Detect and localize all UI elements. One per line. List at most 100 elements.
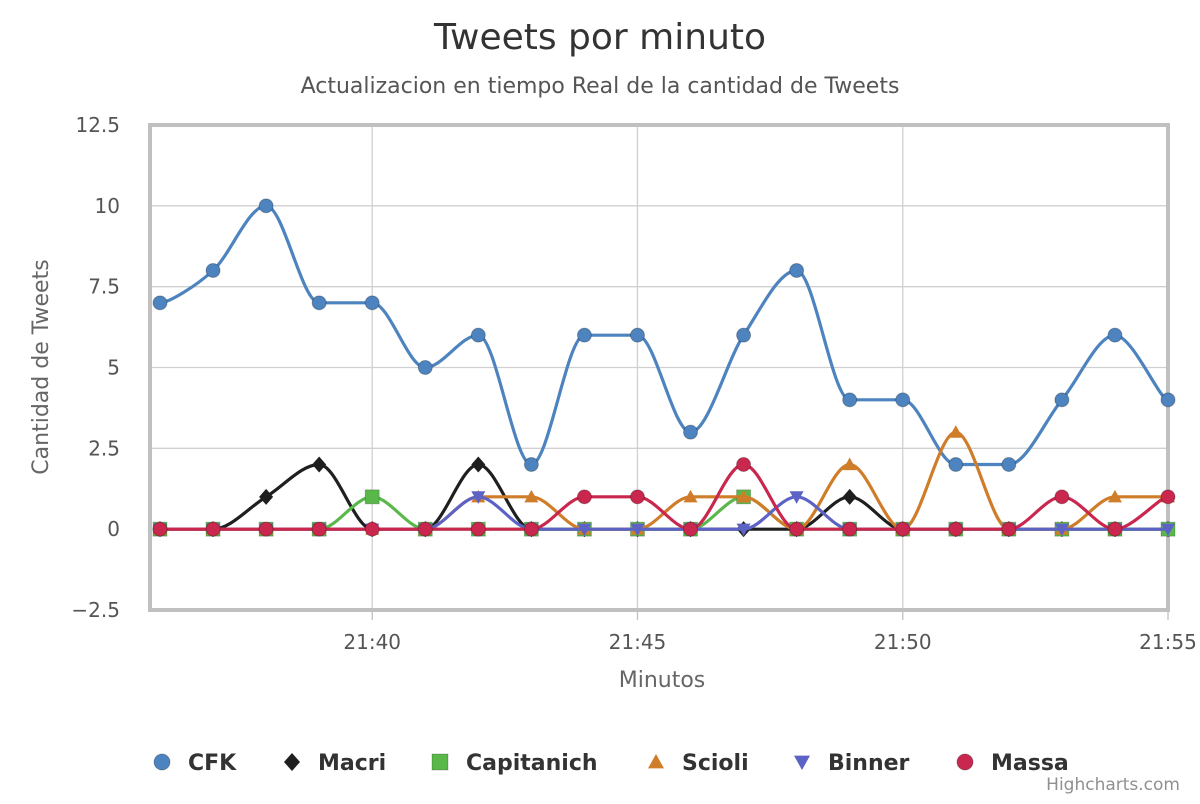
data-point [948, 425, 963, 438]
data-point [1107, 521, 1123, 537]
y-tick-label: 7.5 [88, 275, 120, 299]
data-point [205, 263, 221, 278]
legend-item-binner[interactable]: Binner [794, 751, 910, 776]
credits-link[interactable]: Highcharts.com [1046, 775, 1180, 795]
plot-border [148, 123, 1170, 612]
data-point [1001, 457, 1017, 472]
data-point [842, 392, 858, 408]
data-point [895, 521, 911, 537]
chart-title: Tweets por minuto [433, 17, 766, 58]
legend-label: Macri [318, 751, 386, 776]
x-tick-label: 21:40 [343, 630, 401, 654]
legend-marker [431, 753, 449, 771]
data-point [842, 521, 858, 537]
data-point [789, 491, 804, 504]
data-point [259, 488, 274, 505]
legend-label: Massa [991, 751, 1069, 776]
data-point [683, 489, 698, 503]
data-point [736, 327, 752, 343]
legend-label: Binner [828, 751, 910, 776]
y-tick-label: 0 [107, 517, 120, 541]
legend-marker [284, 753, 300, 771]
legend-marker [648, 754, 664, 769]
legend-item-capitanich[interactable]: Capitanich [431, 751, 598, 776]
legend[interactable]: CFK Macri Capitanich Scioli Binner Massa [153, 751, 1069, 776]
y-tick-label: 5 [107, 356, 120, 380]
data-point [683, 521, 699, 537]
data-point [789, 263, 805, 278]
data-point [629, 489, 645, 505]
data-point [1054, 489, 1070, 505]
legend-marker [153, 753, 171, 771]
data-point [1054, 523, 1069, 537]
data-point [576, 327, 592, 343]
data-point [471, 456, 486, 473]
data-point [205, 521, 221, 537]
data-point [1107, 327, 1123, 343]
data-point [842, 457, 857, 471]
data-point [789, 521, 805, 537]
y-axis-title: Cantidad de Tweets [29, 259, 54, 474]
data-point [736, 489, 751, 503]
chart-subtitle: Actualizacion en tiempo Real de la canti… [301, 74, 900, 99]
series-massa [152, 457, 1176, 537]
data-point [152, 295, 168, 311]
data-point [152, 521, 168, 537]
series-cfk [152, 198, 1176, 472]
data-point [312, 456, 327, 473]
data-point [577, 523, 592, 537]
data-point [629, 327, 645, 343]
data-point [1054, 392, 1070, 408]
x-tick-label: 21:45 [609, 630, 667, 654]
legend-item-massa[interactable]: Massa [956, 751, 1069, 776]
y-tick-label: 12.5 [75, 113, 120, 137]
x-axis-title: Minutos [619, 668, 706, 693]
data-point [523, 457, 539, 472]
legend-label: CFK [188, 751, 237, 776]
data-point [576, 489, 592, 505]
data-point [523, 521, 539, 537]
data-point [417, 521, 433, 537]
data-point [683, 424, 699, 440]
data-point [630, 523, 645, 537]
data-point [1160, 392, 1176, 408]
data-point [1161, 523, 1175, 537]
x-tick-label: 21:55 [1139, 630, 1197, 654]
data-point [524, 489, 539, 503]
data-point [471, 491, 486, 504]
y-tick-label: 2.5 [88, 436, 120, 460]
data-point [736, 523, 751, 537]
legend-item-macri[interactable]: Macri [284, 751, 386, 776]
data-point [311, 295, 327, 311]
data-point [1160, 489, 1176, 505]
data-point [1107, 489, 1122, 503]
legend-marker [794, 755, 810, 770]
legend-label: Scioli [682, 751, 749, 776]
data-point [417, 360, 433, 375]
data-point [895, 392, 911, 408]
data-point [364, 521, 380, 537]
x-tick-label: 21:50 [874, 630, 932, 654]
y-tick-label: 10 [95, 194, 120, 218]
legend-item-scioli[interactable]: Scioli [648, 751, 749, 776]
data-point [470, 327, 486, 343]
data-point [470, 521, 486, 537]
legend-item-cfk[interactable]: CFK [153, 751, 237, 776]
data-point [1001, 521, 1017, 537]
plot-area: −2.5 0 2.5 5 7.5 10 12.5 21:40 21:45 21:50 21:55 [71, 113, 1196, 654]
y-tick-label: −2.5 [71, 598, 120, 622]
legend-label: Capitanich [466, 751, 598, 776]
data-point [948, 457, 964, 472]
data-point [948, 521, 964, 537]
legend-marker [956, 753, 974, 771]
data-point [258, 198, 274, 214]
data-point [364, 489, 380, 505]
data-point [258, 521, 274, 537]
data-point [736, 457, 752, 472]
data-point [311, 521, 327, 537]
data-point [364, 295, 380, 311]
data-point [842, 488, 857, 505]
series-line [159, 204, 1169, 467]
